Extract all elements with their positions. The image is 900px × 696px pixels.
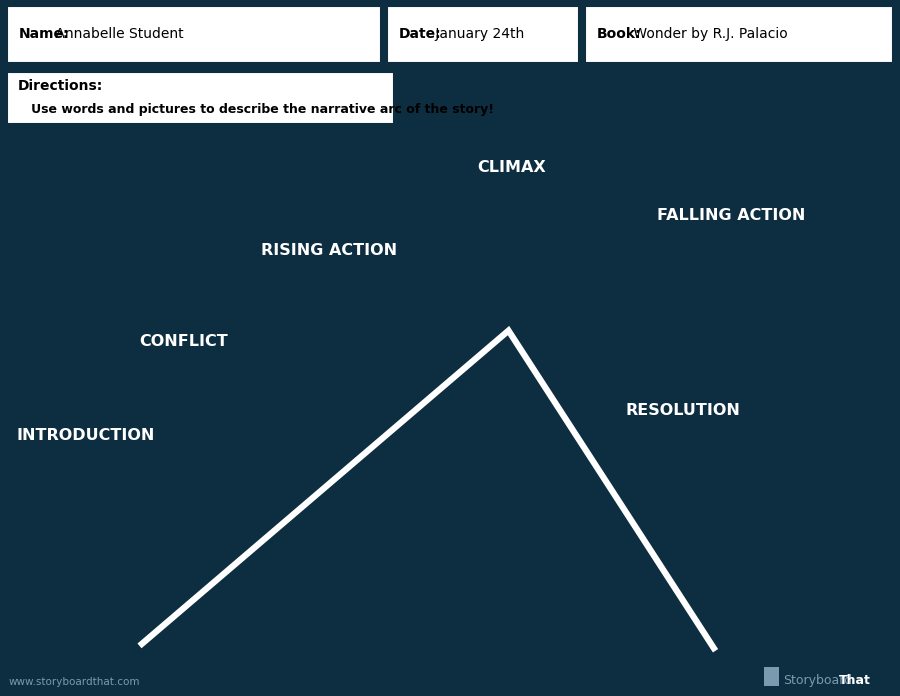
Text: Wonder by R.J. Palacio: Wonder by R.J. Palacio [629,27,788,41]
Text: That: That [840,674,871,687]
FancyBboxPatch shape [7,6,381,63]
Text: www.storyboardthat.com: www.storyboardthat.com [9,677,140,687]
Text: Date:: Date: [399,27,441,41]
Text: CLIMAX: CLIMAX [477,159,545,175]
Text: Annabelle Student: Annabelle Student [51,27,184,41]
FancyBboxPatch shape [7,72,394,124]
FancyBboxPatch shape [764,667,778,686]
Text: FALLING ACTION: FALLING ACTION [657,208,806,223]
Text: INTRODUCTION: INTRODUCTION [16,427,155,443]
FancyBboxPatch shape [585,6,893,63]
Text: RISING ACTION: RISING ACTION [261,243,397,258]
Text: Directions:: Directions: [18,79,104,93]
FancyBboxPatch shape [387,6,579,63]
Text: Use words and pictures to describe the narrative arc of the story!: Use words and pictures to describe the n… [18,103,494,116]
Text: Storyboard: Storyboard [783,674,852,687]
Text: Book:: Book: [597,27,641,41]
Text: RESOLUTION: RESOLUTION [626,403,741,418]
Text: CONFLICT: CONFLICT [140,333,229,349]
Text: January 24th: January 24th [431,27,525,41]
Text: Name:: Name: [19,27,69,41]
